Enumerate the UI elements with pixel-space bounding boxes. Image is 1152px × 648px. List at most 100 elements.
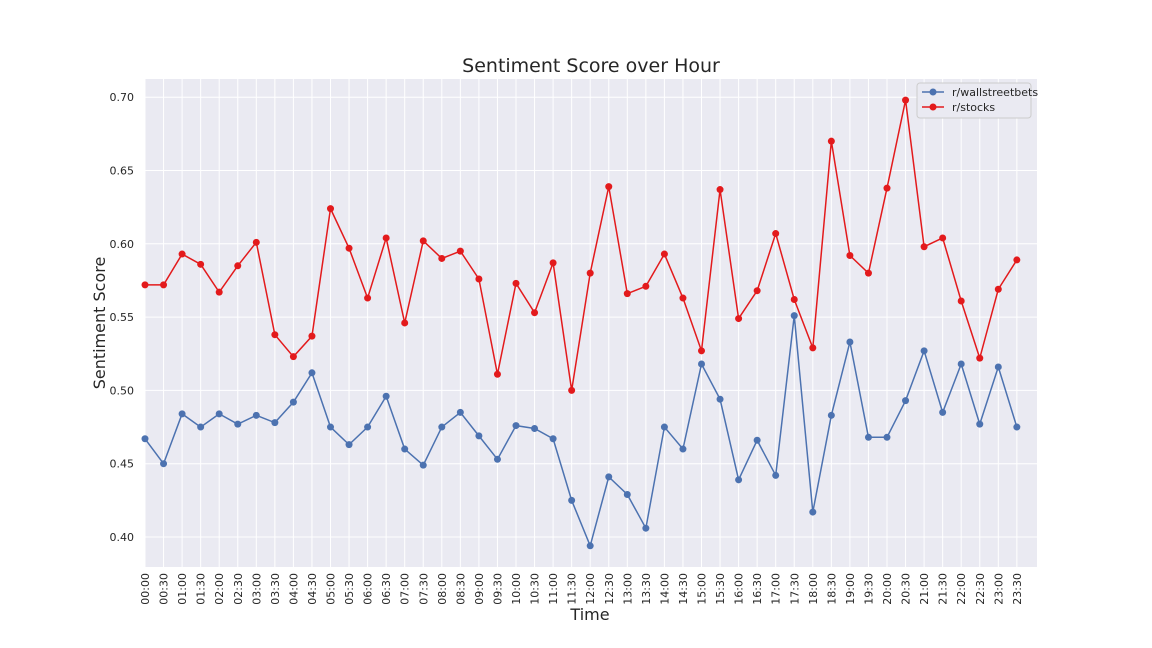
data-point — [920, 347, 928, 355]
x-tick-label: 11:00 — [547, 573, 560, 605]
x-tick-label: 11:30 — [566, 573, 579, 605]
data-point — [623, 290, 631, 298]
data-point — [438, 423, 446, 431]
data-point — [790, 296, 798, 304]
x-tick-label: 21:00 — [918, 573, 931, 605]
data-point — [679, 445, 687, 453]
y-tick-labels: 0.40 0.45 0.50 0.55 0.60 0.65 0.70 — [110, 91, 135, 544]
data-point — [753, 436, 761, 444]
y-tick-label: 0.55 — [110, 311, 135, 324]
data-point — [1013, 256, 1021, 264]
data-point — [735, 476, 743, 484]
data-point — [401, 319, 409, 327]
data-point — [531, 425, 539, 433]
data-point — [197, 423, 205, 431]
data-point — [976, 420, 984, 428]
plot-background — [145, 79, 1037, 567]
x-tick-label: 22:00 — [955, 573, 968, 605]
x-tick-label: 02:30 — [232, 573, 245, 605]
x-tick-label: 09:00 — [473, 573, 486, 605]
data-point — [289, 353, 297, 361]
x-tick-label: 07:00 — [399, 573, 412, 605]
data-point — [160, 281, 168, 289]
data-point — [568, 496, 576, 504]
x-tick-label: 03:00 — [250, 573, 263, 605]
data-point — [493, 370, 501, 378]
legend-label-stocks: r/stocks — [952, 101, 995, 114]
x-tick-label: 01:30 — [195, 573, 208, 605]
legend-box — [916, 82, 1032, 119]
data-point — [605, 473, 613, 481]
y-tick-label: 0.45 — [110, 458, 135, 471]
data-point — [327, 205, 334, 213]
data-point — [994, 285, 1002, 293]
data-point — [252, 238, 260, 246]
legend-marker-stocks — [929, 103, 937, 111]
data-point — [308, 369, 316, 377]
data-point — [549, 259, 557, 267]
data-point — [178, 250, 186, 258]
x-tick-label: 13:30 — [640, 573, 653, 605]
data-point — [197, 260, 205, 268]
data-point — [642, 282, 650, 290]
x-tick-label: 13:00 — [621, 573, 634, 605]
data-point — [382, 234, 390, 242]
data-point — [178, 410, 186, 418]
x-tick-label: 08:00 — [436, 573, 449, 605]
data-point — [568, 386, 576, 394]
x-tick-label: 17:30 — [788, 573, 801, 605]
data-point — [364, 294, 372, 302]
series-line — [145, 99, 1018, 391]
data-point — [846, 252, 854, 260]
x-tick-label: 20:30 — [900, 573, 913, 605]
data-point — [976, 354, 984, 362]
data-point — [549, 435, 557, 443]
data-point — [419, 461, 427, 469]
x-tick-label: 20:00 — [881, 573, 894, 605]
data-point — [456, 408, 464, 416]
data-point — [586, 542, 594, 550]
x-tick-label: 05:30 — [343, 573, 356, 605]
data-point — [698, 347, 705, 355]
x-tick-label: 05:00 — [325, 573, 338, 605]
data-point — [586, 269, 594, 277]
data-point — [512, 279, 520, 287]
x-tick-label: 17:00 — [770, 573, 783, 605]
data-point — [735, 315, 743, 323]
data-point — [234, 262, 242, 270]
data-point — [809, 344, 817, 352]
data-point — [772, 471, 780, 479]
data-point — [939, 408, 947, 416]
y-tick-label: 0.65 — [110, 165, 135, 178]
data-point — [419, 237, 427, 245]
legend: r/wallstreetbets r/stocks — [916, 82, 1038, 119]
x-tick-label: 16:00 — [733, 573, 746, 605]
data-point — [864, 433, 872, 441]
x-tick-label: 23:00 — [992, 573, 1005, 605]
x-tick-label: 18:30 — [825, 573, 838, 605]
data-point — [660, 423, 668, 431]
data-point — [456, 247, 464, 255]
data-point — [160, 460, 168, 468]
x-tick-label: 06:00 — [362, 573, 375, 605]
data-point — [864, 269, 872, 277]
data-point — [642, 524, 650, 532]
data-point — [994, 363, 1002, 371]
series-layer — [141, 96, 1021, 550]
x-tick-label: 02:00 — [213, 573, 226, 605]
x-tick-label: 14:00 — [658, 573, 671, 605]
data-point — [605, 183, 613, 191]
data-point — [271, 331, 279, 339]
data-point — [252, 411, 260, 419]
x-tick-label: 23:30 — [1011, 573, 1024, 605]
x-tick-label: 12:00 — [584, 573, 597, 605]
x-tick-label: 03:30 — [269, 573, 282, 605]
x-tick-label: 10:00 — [510, 573, 523, 605]
x-tick-label: 00:30 — [158, 573, 171, 605]
data-point — [215, 410, 223, 418]
data-point — [698, 360, 705, 368]
x-tick-label: 12:30 — [603, 573, 616, 605]
data-point — [493, 455, 501, 463]
x-tick-label: 14:30 — [677, 573, 690, 605]
